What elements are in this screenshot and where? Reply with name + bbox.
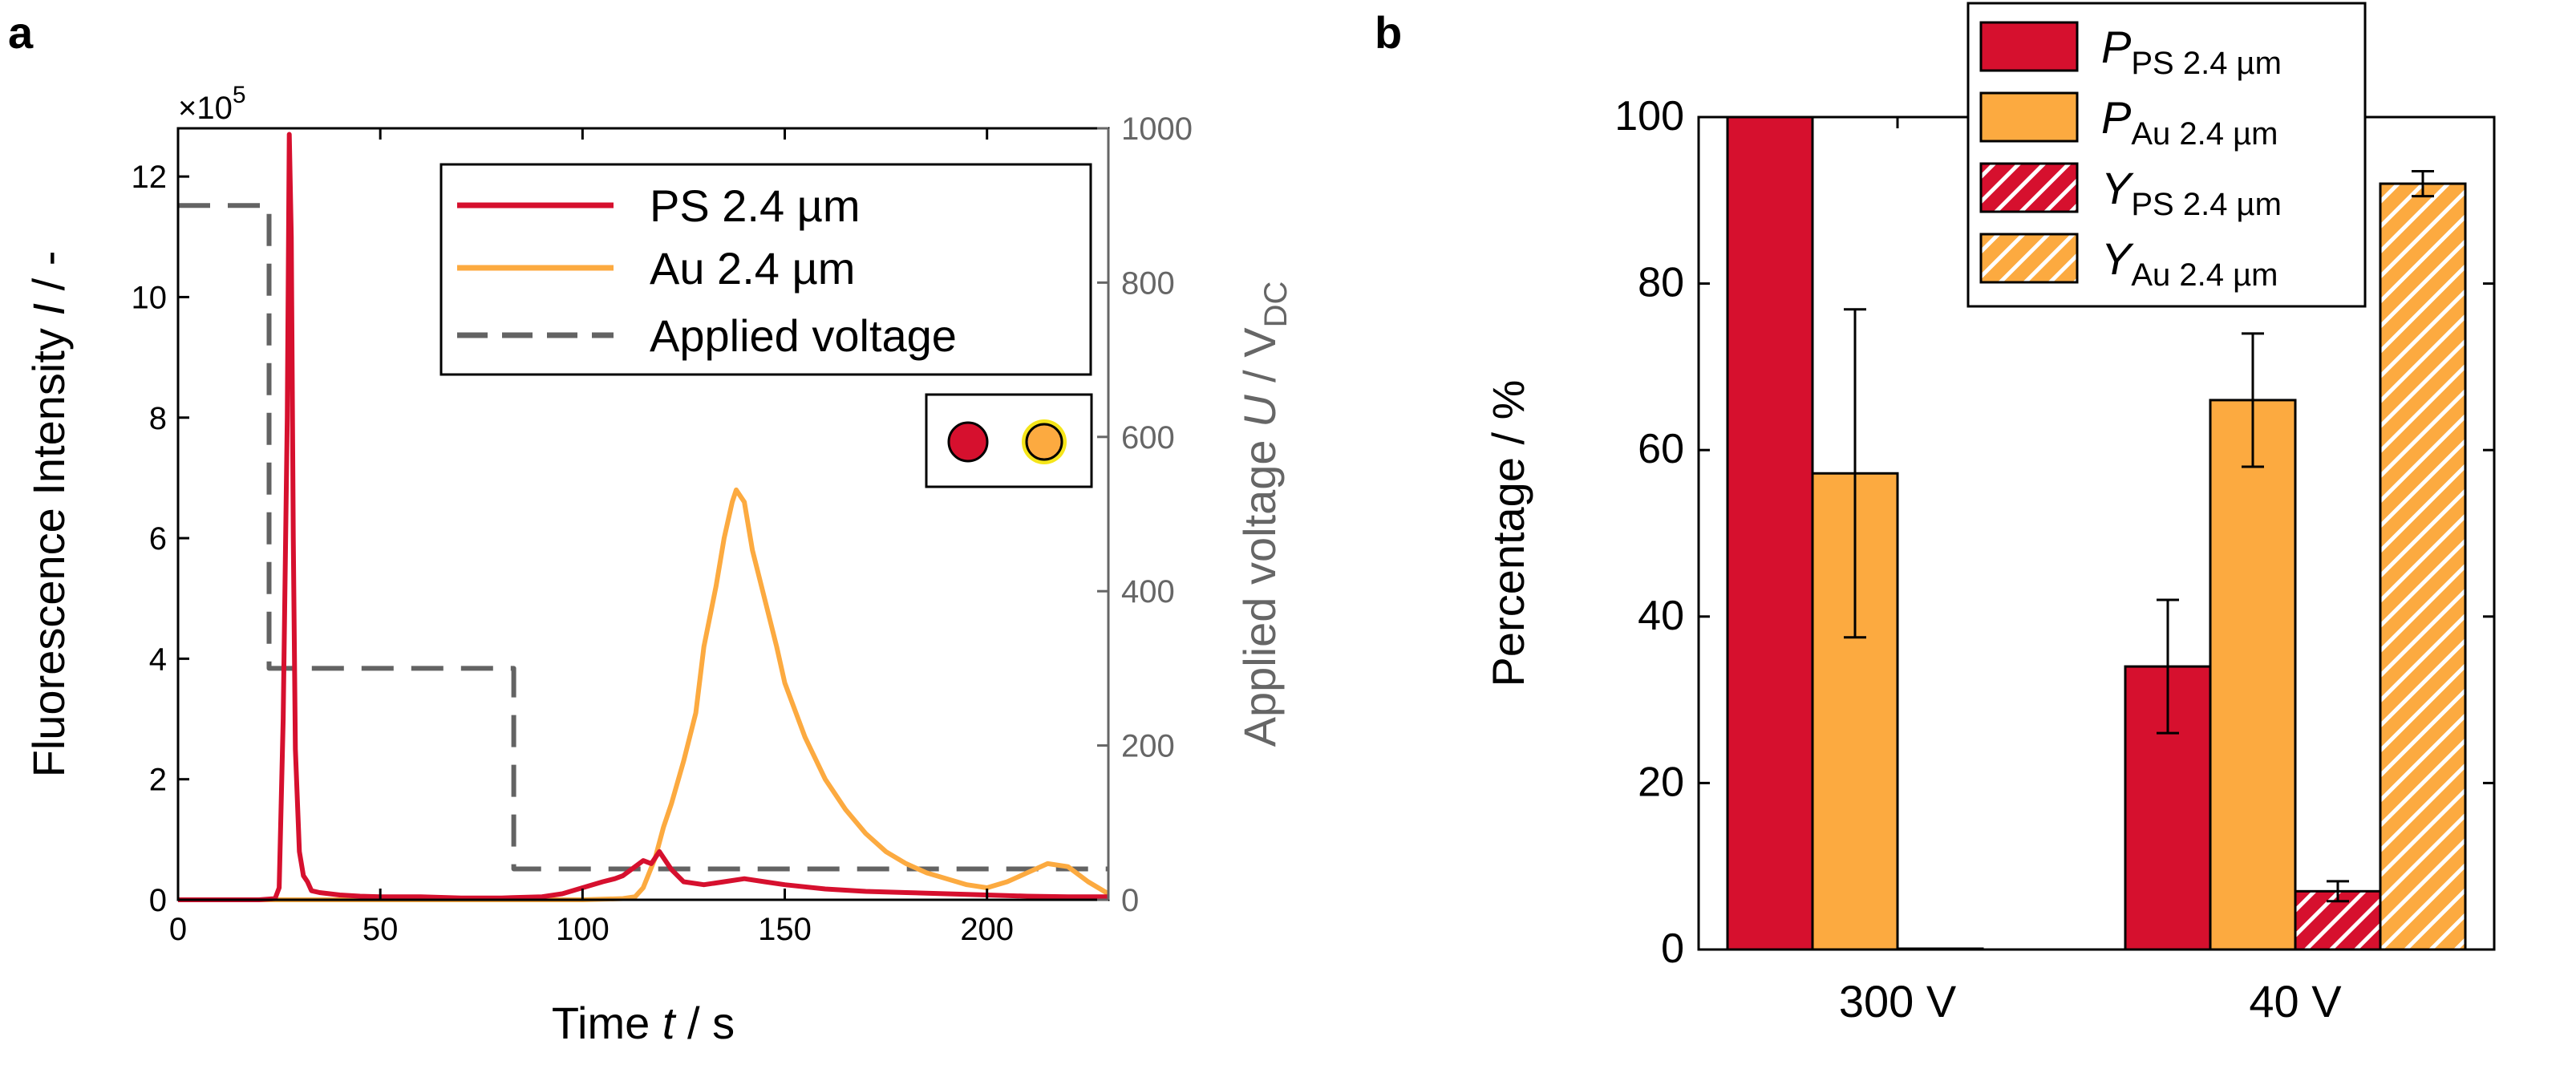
y2-tick-label: 0	[1121, 883, 1139, 918]
au-series-line	[178, 487, 1110, 902]
x-tick-label: 50	[363, 912, 399, 947]
y-tick-label: 8	[149, 401, 167, 436]
legend-label-y-ps: YPS 2.4 µm	[2101, 163, 2282, 222]
legend-swatch-y-au	[1979, 233, 2079, 284]
voltage-series-line	[178, 203, 1108, 872]
ps-particle-marker	[947, 421, 989, 463]
y2-tick-label: 400	[1121, 574, 1175, 609]
y2-tick-label: 600	[1121, 420, 1175, 456]
bar-y-au	[2379, 182, 2467, 951]
x-category-label: 40 V	[2249, 976, 2342, 1027]
panel-b-legend: PPS 2.4 µm PAu 2.4 µm YPS 2.4 µm YAu 2.4…	[1966, 2, 2367, 308]
panel-a-legend: PS 2.4 µm Au 2.4 µm Applied voltage	[439, 163, 1092, 376]
panel-a-y-axis-label: Fluorescence Intensity I / -	[23, 251, 74, 778]
legend-swatch-y-ps	[1979, 162, 2079, 213]
y2-tick-label: 800	[1121, 265, 1175, 301]
y-tick-label: 6	[149, 521, 167, 557]
bar-p-ps	[1726, 115, 1814, 951]
y-tick-label: 0	[149, 883, 167, 918]
y-tick-label: 20	[1638, 759, 1684, 805]
panel-b-label: b	[1375, 7, 1402, 58]
legend-label-ps: PS 2.4 µm	[650, 180, 861, 231]
y-tick-label: 60	[1638, 426, 1684, 472]
y-tick-label: 40	[1638, 593, 1684, 639]
y-tick-label: 10	[132, 280, 168, 315]
y-tick-label: 80	[1638, 260, 1684, 306]
legend-label-p-au: PAu 2.4 µm	[2101, 92, 2278, 152]
au-particle-marker	[1025, 423, 1063, 461]
particle-marker-inset	[925, 393, 1093, 488]
panel-a-legend-box	[439, 163, 1092, 376]
y2-tick-label: 1000	[1121, 111, 1193, 147]
y-multiplier: ×105	[178, 82, 246, 126]
legend-label-p-ps: PPS 2.4 µm	[2101, 22, 2282, 81]
legend-label-y-au: YAu 2.4 µm	[2101, 233, 2278, 293]
legend-label-voltage: Applied voltage	[650, 310, 957, 361]
legend-label-au: Au 2.4 µm	[650, 243, 855, 294]
panel-b-y-axis-label: Percentage / %	[1483, 380, 1533, 687]
x-tick-label: 0	[169, 912, 187, 947]
y-tick-label: 2	[149, 763, 167, 798]
x-tick-label: 100	[556, 912, 610, 947]
panel-a-x-axis-label: Time t / s	[552, 998, 735, 1048]
y2-tick-label: 200	[1121, 729, 1175, 764]
y-tick-label: 4	[149, 642, 167, 677]
legend-swatch-p-ps	[1979, 21, 2079, 72]
ps-series-line	[178, 132, 1108, 902]
y-tick-label: 0	[1661, 925, 1684, 972]
legend-swatch-p-au	[1979, 91, 2079, 143]
x-tick-label: 200	[960, 912, 1014, 947]
panel-a-label: a	[8, 7, 34, 58]
y-tick-label: 100	[1614, 93, 1684, 140]
bar-p-au	[2209, 399, 2297, 951]
x-tick-label: 150	[758, 912, 812, 947]
y-tick-label: 12	[132, 160, 168, 195]
x-category-label: 300 V	[1839, 976, 1957, 1027]
panel-a-y2-axis-label: Applied voltage U / VDC	[1234, 281, 1294, 747]
